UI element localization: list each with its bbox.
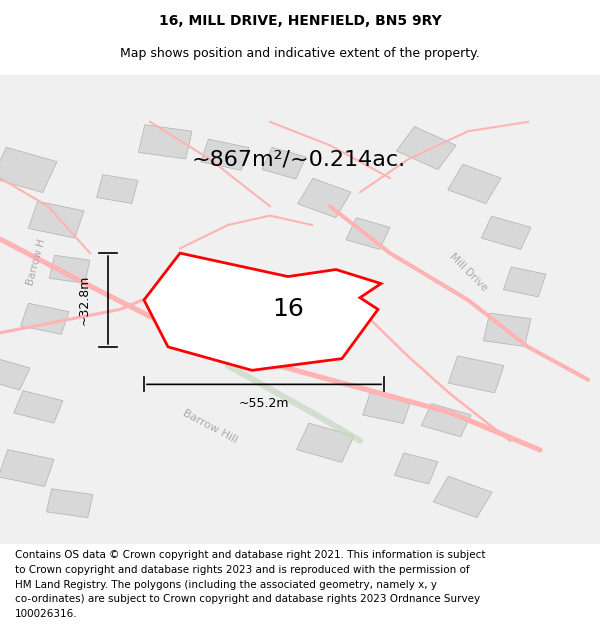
Bar	[49, 255, 90, 283]
Text: Contains OS data © Crown copyright and database right 2021. This information is : Contains OS data © Crown copyright and d…	[15, 550, 485, 560]
Polygon shape	[144, 253, 381, 370]
Bar	[394, 453, 438, 484]
Text: 16, MILL DRIVE, HENFIELD, BN5 9RY: 16, MILL DRIVE, HENFIELD, BN5 9RY	[158, 14, 442, 28]
Bar	[484, 313, 531, 346]
Bar	[0, 449, 54, 486]
Text: Barrow H: Barrow H	[25, 238, 47, 287]
Bar	[448, 164, 501, 204]
Text: HM Land Registry. The polygons (including the associated geometry, namely x, y: HM Land Registry. The polygons (includin…	[15, 579, 437, 589]
Bar	[20, 303, 69, 334]
Bar	[262, 148, 306, 179]
Bar	[421, 404, 471, 437]
Bar	[346, 217, 390, 249]
Text: ~32.8m: ~32.8m	[77, 275, 91, 325]
Bar	[503, 267, 546, 297]
Text: Mill Drive: Mill Drive	[447, 251, 489, 292]
Bar	[200, 139, 249, 170]
Bar	[14, 391, 63, 423]
Text: 100026316.: 100026316.	[15, 609, 77, 619]
Bar	[433, 476, 492, 518]
Bar	[397, 126, 456, 169]
Text: ~55.2m: ~55.2m	[239, 397, 289, 409]
Bar	[296, 423, 354, 462]
Bar	[97, 174, 138, 203]
Bar	[0, 358, 30, 390]
Bar	[448, 356, 504, 392]
Bar	[46, 489, 93, 518]
Bar	[362, 392, 411, 423]
Text: ~867m²/~0.214ac.: ~867m²/~0.214ac.	[192, 149, 406, 169]
Text: Map shows position and indicative extent of the property.: Map shows position and indicative extent…	[120, 48, 480, 61]
Text: co-ordinates) are subject to Crown copyright and database rights 2023 Ordnance S: co-ordinates) are subject to Crown copyr…	[15, 594, 480, 604]
Text: Barrow Hill: Barrow Hill	[181, 408, 239, 445]
Bar	[139, 125, 192, 159]
Bar	[481, 216, 531, 249]
Bar	[0, 148, 57, 192]
Bar	[298, 178, 351, 217]
Text: 16: 16	[272, 298, 304, 321]
Text: to Crown copyright and database rights 2023 and is reproduced with the permissio: to Crown copyright and database rights 2…	[15, 565, 470, 575]
FancyBboxPatch shape	[0, 75, 600, 544]
Bar	[28, 201, 84, 238]
